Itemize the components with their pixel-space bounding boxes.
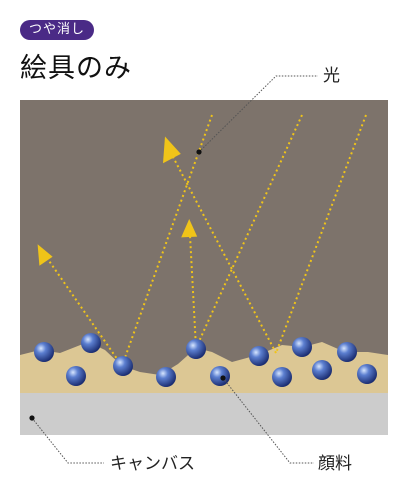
pigment-particle — [156, 367, 176, 387]
reflected-ray-arrow-left — [37, 244, 53, 266]
light-rays — [44, 114, 367, 367]
matte-badge: つや消し — [20, 20, 95, 40]
pigment-leader-line — [222, 377, 314, 464]
light-leader-line — [198, 75, 318, 153]
pigment-particle — [292, 337, 312, 357]
canvas-label: キャンバス — [110, 454, 195, 474]
canvas-layer — [20, 393, 388, 435]
reflected-ray-arrow-top — [163, 136, 181, 164]
pigment-leader-dot — [220, 375, 226, 381]
pigment-particle — [357, 364, 377, 384]
canvas-leader-dot — [29, 415, 35, 421]
canvas-leader-line — [31, 417, 104, 464]
pigment-particle — [249, 346, 269, 366]
leader-lines — [31, 75, 318, 464]
pigment-particle — [272, 367, 292, 387]
light-leader-dot — [196, 149, 202, 155]
pigment-label: 顔料 — [318, 454, 352, 474]
pigment-particle — [337, 342, 357, 362]
reflected-ray-arrow-middle — [181, 219, 198, 238]
light-label: 光 — [323, 66, 340, 86]
pigment-particle — [312, 360, 332, 380]
pigment-particle — [186, 339, 206, 359]
pigment-particle — [113, 356, 133, 376]
pigment-particle — [81, 333, 101, 353]
pigment-particle — [34, 342, 54, 362]
pigment-particle — [66, 366, 86, 386]
page-title: 絵具のみ — [20, 53, 132, 84]
